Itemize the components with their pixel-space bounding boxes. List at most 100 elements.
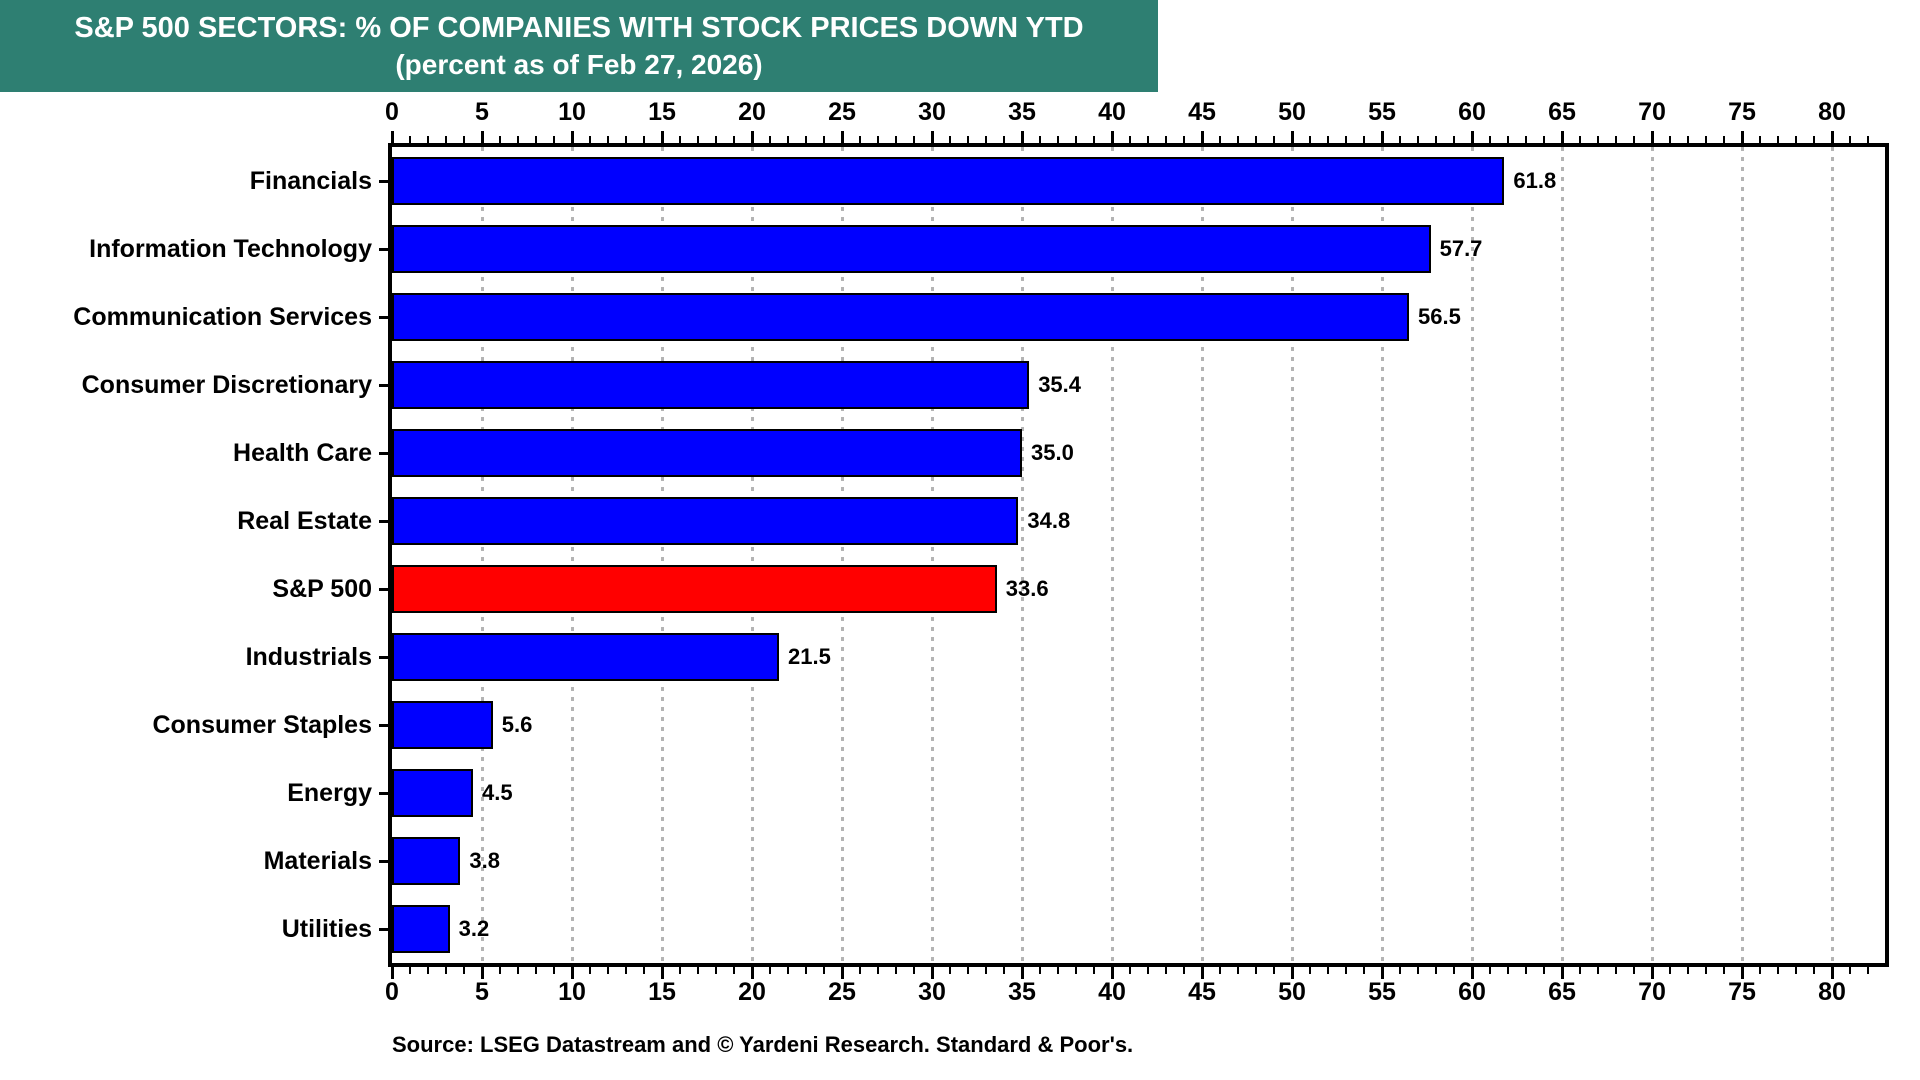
x-axis-minor-tick xyxy=(1453,136,1455,143)
x-axis-minor-tick xyxy=(1525,967,1527,974)
category-label: Information Technology xyxy=(89,235,372,263)
gridline xyxy=(570,147,574,963)
x-axis-tick-label: 55 xyxy=(1368,978,1396,1006)
x-axis-minor-tick xyxy=(463,136,465,143)
gridline xyxy=(1560,147,1564,963)
gridline xyxy=(1650,147,1654,963)
x-axis-minor-tick xyxy=(1399,967,1401,974)
x-axis-minor-tick xyxy=(715,967,717,974)
x-axis-minor-tick xyxy=(1543,136,1545,143)
x-axis-minor-tick xyxy=(1417,136,1419,143)
x-axis-minor-tick xyxy=(625,136,627,143)
x-axis-tick-label: 70 xyxy=(1638,978,1666,1006)
x-axis-minor-tick xyxy=(1147,136,1149,143)
y-axis-tick xyxy=(379,791,388,795)
y-axis-tick xyxy=(379,383,388,387)
gridline xyxy=(660,147,664,963)
x-axis-major-tick xyxy=(840,131,844,143)
category-label: Materials xyxy=(263,847,372,875)
x-axis-minor-tick xyxy=(1363,136,1365,143)
x-axis-minor-tick xyxy=(553,136,555,143)
x-axis-minor-tick xyxy=(1075,136,1077,143)
x-axis-minor-tick xyxy=(1165,136,1167,143)
x-axis-tick-label: 35 xyxy=(1008,978,1036,1006)
x-axis-minor-tick xyxy=(1723,967,1725,974)
x-axis-minor-tick xyxy=(517,136,519,143)
x-axis-minor-tick xyxy=(1237,136,1239,143)
x-axis-minor-tick xyxy=(1579,136,1581,143)
category-label: Financials xyxy=(249,167,372,195)
x-axis-minor-tick xyxy=(1255,967,1257,974)
x-axis-minor-tick xyxy=(913,136,915,143)
bar xyxy=(392,361,1030,409)
x-axis-minor-tick xyxy=(985,136,987,143)
x-axis-minor-tick xyxy=(967,136,969,143)
x-axis-minor-tick xyxy=(1579,967,1581,974)
x-axis-minor-tick xyxy=(643,136,645,143)
x-axis-minor-tick xyxy=(1363,967,1365,974)
bar-value-label: 34.8 xyxy=(1027,508,1071,533)
x-axis-minor-tick xyxy=(679,967,681,974)
x-axis-major-tick xyxy=(930,967,934,979)
bar-value-label: 3.2 xyxy=(458,916,490,941)
x-axis-minor-tick xyxy=(1507,967,1509,974)
x-axis-major-tick xyxy=(1560,131,1564,143)
chart-title: S&P 500 SECTORS: % OF COMPANIES WITH STO… xyxy=(74,12,1084,44)
x-axis-major-tick xyxy=(1380,967,1384,979)
x-axis-minor-tick xyxy=(949,967,951,974)
x-axis-minor-tick xyxy=(427,967,429,974)
gridline xyxy=(1470,147,1474,963)
x-axis-minor-tick xyxy=(1039,967,1041,974)
x-axis-minor-tick xyxy=(499,967,501,974)
x-axis-tick-label: 45 xyxy=(1188,978,1216,1006)
gridline xyxy=(930,147,934,963)
x-axis-minor-tick xyxy=(787,967,789,974)
bar xyxy=(392,429,1022,477)
y-axis-tick xyxy=(379,587,388,591)
bar xyxy=(392,225,1431,273)
x-axis-minor-tick xyxy=(1327,967,1329,974)
x-axis-minor-tick xyxy=(859,967,861,974)
x-axis-minor-tick xyxy=(1849,136,1851,143)
x-axis-minor-tick xyxy=(1705,136,1707,143)
y-axis-tick xyxy=(379,179,388,183)
category-label: Communication Services xyxy=(73,303,372,331)
x-axis-minor-tick xyxy=(1777,967,1779,974)
x-axis-minor-tick xyxy=(1183,967,1185,974)
x-axis-major-tick xyxy=(660,131,664,143)
x-axis-minor-tick xyxy=(1759,136,1761,143)
x-axis-tick-label: 0 xyxy=(385,98,399,126)
x-axis-major-tick xyxy=(840,967,844,979)
bar xyxy=(392,837,461,885)
x-axis-tick-label: 40 xyxy=(1098,978,1126,1006)
x-axis-minor-tick xyxy=(1093,967,1095,974)
x-axis-tick-label: 15 xyxy=(648,98,676,126)
x-axis-minor-tick xyxy=(1615,136,1617,143)
bar-value-label: 21.5 xyxy=(788,644,831,669)
x-axis-tick-label: 20 xyxy=(738,978,766,1006)
x-axis-minor-tick xyxy=(1687,967,1689,974)
x-axis-minor-tick xyxy=(1075,967,1077,974)
bar-value-label: 57.7 xyxy=(1439,236,1483,261)
x-axis-major-tick xyxy=(1290,131,1294,143)
x-axis-minor-tick xyxy=(1327,136,1329,143)
bar xyxy=(392,497,1019,545)
gridline xyxy=(750,147,754,963)
x-axis-minor-tick xyxy=(985,967,987,974)
x-axis-minor-tick xyxy=(607,136,609,143)
x-axis-tick-label: 35 xyxy=(1008,98,1036,126)
x-axis-tick-label: 15 xyxy=(648,978,676,1006)
x-axis-minor-tick xyxy=(1435,136,1437,143)
x-axis-minor-tick xyxy=(1507,136,1509,143)
x-axis-minor-tick xyxy=(1183,136,1185,143)
x-axis-major-tick xyxy=(480,131,484,143)
x-axis-tick-label: 50 xyxy=(1278,978,1306,1006)
x-axis-minor-tick xyxy=(1633,967,1635,974)
x-axis-major-tick xyxy=(1470,131,1474,143)
x-axis-major-tick xyxy=(1380,131,1384,143)
category-label: S&P 500 xyxy=(272,575,372,603)
x-axis-major-tick xyxy=(750,967,754,979)
x-axis-minor-tick xyxy=(1273,136,1275,143)
x-axis-minor-tick xyxy=(823,967,825,974)
